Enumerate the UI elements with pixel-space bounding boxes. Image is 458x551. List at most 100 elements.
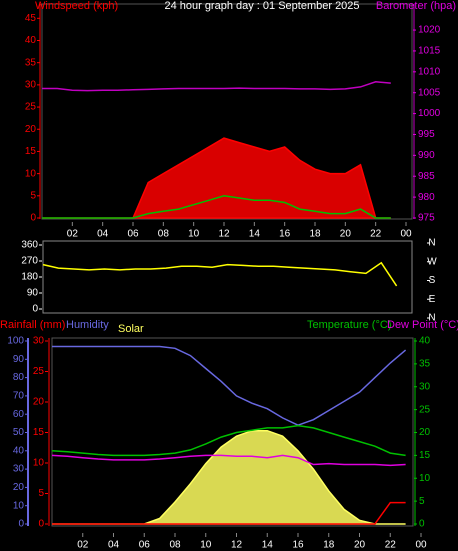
- line: [42, 195, 391, 219]
- y2-tick-label: 15: [419, 450, 431, 461]
- line: [52, 345, 407, 427]
- y-tick-label: 45: [25, 13, 37, 24]
- area: [52, 429, 406, 525]
- x-tick-label: 10: [200, 540, 212, 551]
- y-tick-label: 5: [30, 190, 36, 201]
- y3-tick-label: 70: [13, 391, 25, 402]
- y2-tick-label: N: [428, 238, 435, 249]
- y-tick-label: 25: [33, 366, 45, 377]
- y2-tick-label: 1015: [418, 46, 441, 57]
- line: [42, 261, 398, 287]
- y-tick-label: 10: [25, 168, 37, 179]
- x-tick-label: 12: [231, 540, 243, 551]
- y3-tick-label: 0: [18, 519, 24, 530]
- y-tick-label: 90: [27, 288, 39, 299]
- y-tick-label: 0: [30, 213, 36, 224]
- x-tick-label: 04: [108, 540, 120, 551]
- x-tick-label: 02: [67, 229, 79, 240]
- y2-tick-label: 5: [419, 496, 425, 507]
- y-tick-label: 0: [38, 519, 44, 530]
- x-tick-label: 22: [370, 229, 382, 240]
- y2-tick-label: 1000: [418, 108, 441, 119]
- y2-tick-label: 40: [419, 336, 431, 347]
- y-tick-label: 10: [33, 458, 45, 469]
- y-tick-label: 35: [25, 57, 37, 68]
- area: [42, 137, 391, 219]
- y3-tick-label: 30: [13, 464, 25, 475]
- y3-tick-label: 20: [13, 482, 25, 493]
- y2-tick-label: 20: [419, 427, 431, 438]
- y-tick-label: 5: [38, 488, 44, 499]
- y3-tick-label: 50: [13, 427, 25, 438]
- y-axis-title: Windspeed (kph): [35, 0, 118, 12]
- line: [51, 424, 406, 457]
- y2-tick-label: 975: [418, 213, 435, 224]
- y-tick-label: 20: [25, 124, 37, 135]
- panel-frame: [51, 337, 414, 527]
- y3-tick-label: 100: [7, 336, 24, 347]
- y3-tick-label: 60: [13, 409, 25, 420]
- y3-tick-label: 80: [13, 372, 25, 383]
- y2-tick-label: 995: [418, 129, 435, 140]
- legend-label: Solar: [118, 323, 144, 335]
- x-tick-label: 12: [218, 229, 230, 240]
- y2-tick-label: 10: [419, 473, 431, 484]
- line: [42, 81, 391, 92]
- legend-label: Humidity: [66, 319, 109, 331]
- y-tick-label: 15: [33, 427, 45, 438]
- y-tick-label: 20: [33, 397, 45, 408]
- y2-tick-label: 985: [418, 171, 435, 182]
- panel-frame: [41, 3, 413, 220]
- x-tick-label: 10: [188, 229, 200, 240]
- line: [51, 454, 406, 467]
- y3-tick-label: 40: [13, 445, 25, 456]
- x-tick-label: 04: [97, 229, 109, 240]
- x-tick-label: 08: [169, 540, 181, 551]
- x-tick-label: 00: [400, 229, 412, 240]
- y-tick-label: 30: [25, 80, 37, 91]
- y2-tick-label: 25: [419, 404, 431, 415]
- y2-tick-label: 1020: [418, 25, 441, 36]
- x-tick-label: 18: [309, 229, 321, 240]
- x-tick-label: 16: [279, 229, 291, 240]
- y2-tick-label: 0: [419, 519, 425, 530]
- x-tick-label: 18: [323, 540, 335, 551]
- legend-label: Dew Point (°C): [387, 319, 458, 331]
- x-tick-label: 02: [77, 540, 89, 551]
- y-tick-label: 360: [21, 240, 38, 251]
- line: [52, 501, 406, 525]
- x-tick-label: 20: [354, 540, 366, 551]
- x-tick-label: 20: [340, 229, 352, 240]
- y2-tick-label: 990: [418, 150, 435, 161]
- legend-label: Temperature (°C): [307, 319, 391, 331]
- y-tick-label: 30: [33, 336, 45, 347]
- y2-tick-label: 30: [419, 381, 431, 392]
- x-tick-label: 00: [415, 540, 427, 551]
- x-tick-label: 16: [292, 540, 304, 551]
- y-tick-label: 40: [25, 35, 37, 46]
- y3-tick-label: 90: [13, 354, 25, 365]
- legend-label: Rainfall (mm): [0, 319, 65, 331]
- y-tick-label: 15: [25, 146, 37, 157]
- chart-title: 24 hour graph day : 01 September 2025: [164, 0, 359, 12]
- y-tick-label: 270: [21, 256, 38, 267]
- y2-tick-label: E: [429, 294, 436, 305]
- y2-tick-label: 1010: [418, 66, 441, 77]
- x-tick-label: 14: [249, 229, 261, 240]
- y-tick-label: 0: [32, 304, 38, 315]
- y-tick-label: 180: [21, 272, 38, 283]
- y-tick-label: 25: [25, 102, 37, 113]
- y2-tick-label: W: [427, 256, 437, 267]
- y2-tick-label: 35: [419, 359, 431, 370]
- x-tick-label: 08: [158, 229, 170, 240]
- y2-tick-label: 980: [418, 192, 435, 203]
- y2-tick-label: N: [428, 313, 435, 324]
- x-tick-label: 22: [385, 540, 397, 551]
- x-tick-label: 06: [127, 229, 139, 240]
- y2-tick-label: S: [429, 275, 436, 286]
- y2-axis-title: Barometer (hpa): [376, 0, 456, 12]
- y2-tick-label: 1005: [418, 87, 441, 98]
- x-tick-label: 06: [139, 540, 151, 551]
